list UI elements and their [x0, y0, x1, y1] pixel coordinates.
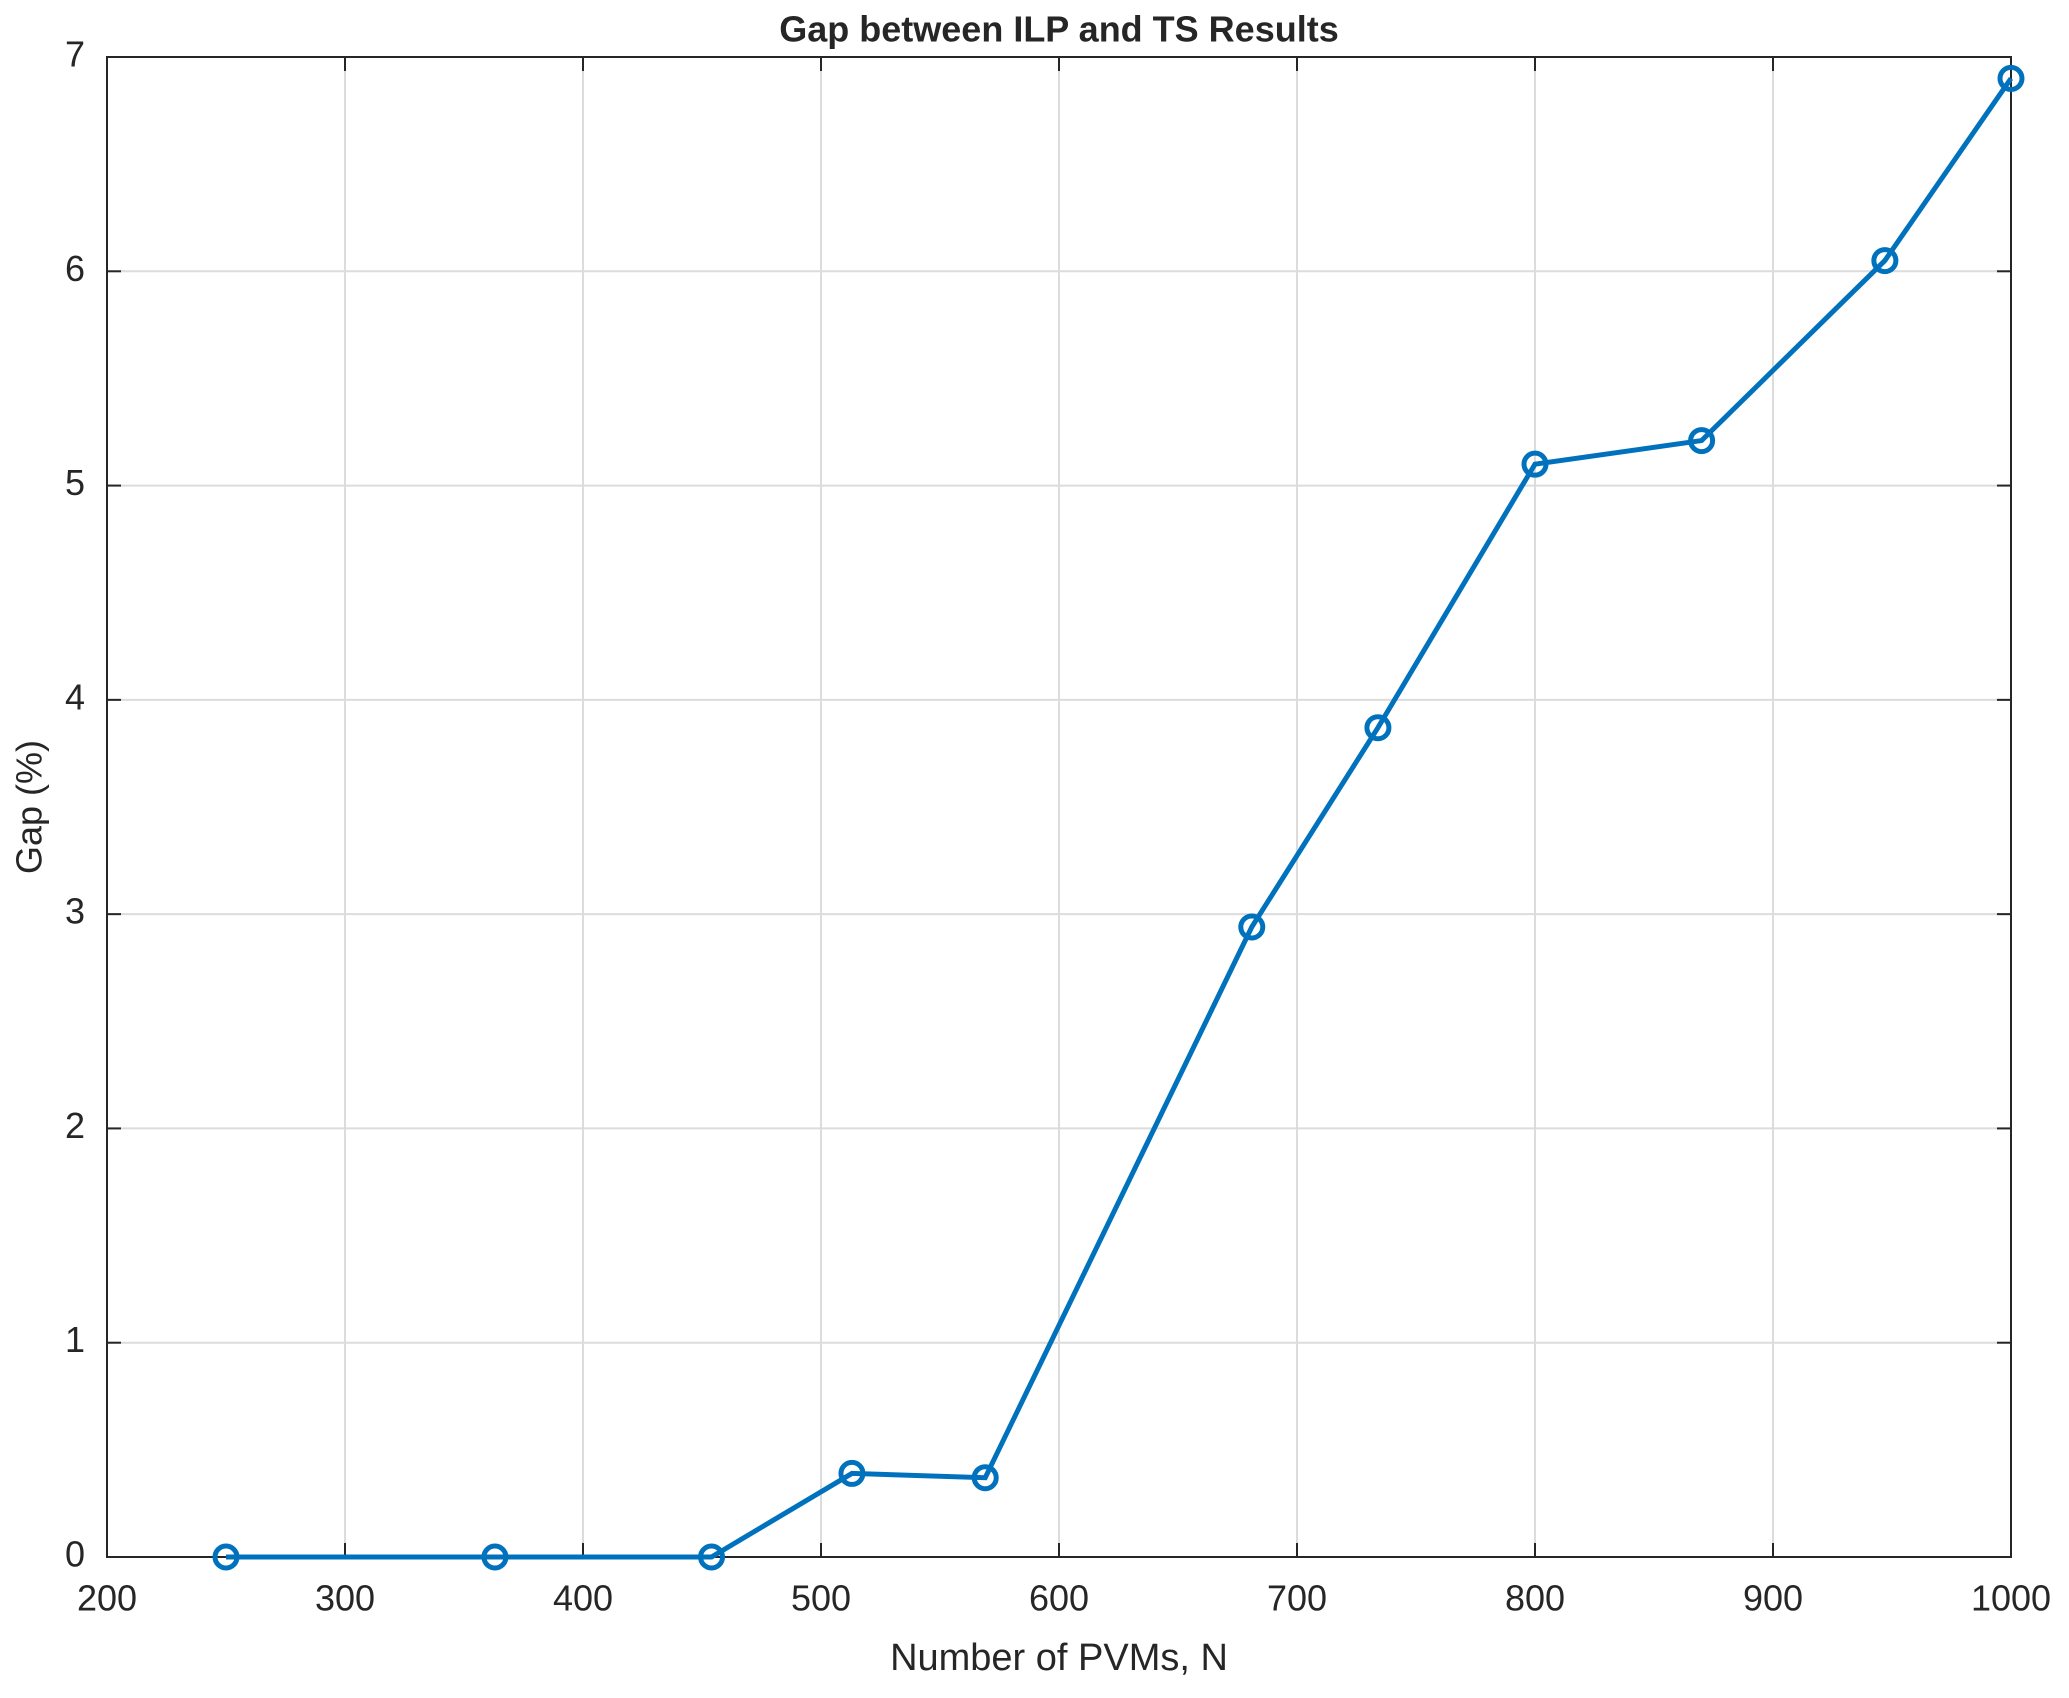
x-tick-label: 200: [77, 1578, 137, 1619]
data-point: [971, 1464, 999, 1492]
data-point: [1238, 913, 1266, 941]
chart-title: Gap between ILP and TS Results: [779, 9, 1338, 50]
x-tick-label: 500: [791, 1578, 851, 1619]
data-line: [226, 77, 2014, 1560]
data-point: [481, 1543, 509, 1571]
data-point: [212, 1543, 240, 1571]
data-point: [1364, 714, 1392, 742]
x-tick-label: 400: [553, 1578, 613, 1619]
data-point: [1688, 427, 1716, 455]
data-point: [838, 1459, 866, 1487]
x-tick-label: 600: [1029, 1578, 1089, 1619]
y-tick-label: 1: [65, 1319, 85, 1360]
y-tick-label: 3: [65, 891, 85, 932]
y-tick-label: 2: [65, 1105, 85, 1146]
x-tick-label: 800: [1505, 1578, 1565, 1619]
y-axis-label: Gap (%): [9, 740, 50, 874]
data-point: [698, 1543, 726, 1571]
y-tick-label: 7: [65, 34, 85, 75]
plot-frame: [106, 56, 2012, 1558]
data-point: [1997, 64, 2025, 92]
x-tick-label: 900: [1743, 1578, 1803, 1619]
x-tick-label: 1000: [1971, 1578, 2051, 1619]
x-tick-label: 300: [315, 1578, 375, 1619]
data-point: [1871, 247, 1899, 275]
y-tick-label: 6: [65, 248, 85, 289]
x-tick-label: 700: [1267, 1578, 1327, 1619]
x-axis-label: Number of PVMs, N: [890, 1637, 1228, 1679]
data-point: [1521, 450, 1549, 478]
y-tick-label: 4: [65, 676, 85, 717]
y-tick-label: 0: [65, 1534, 85, 1575]
y-tick-label: 5: [65, 462, 85, 503]
